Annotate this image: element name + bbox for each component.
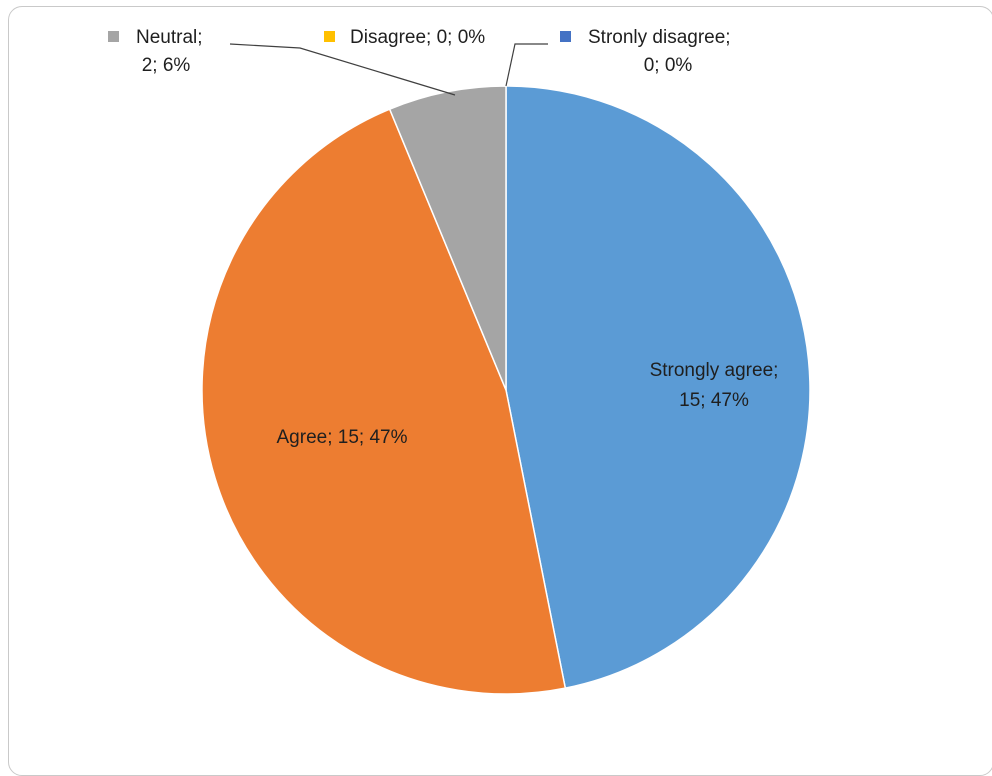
- zero-slices-leader-line: [505, 43, 548, 87]
- disagree-marker: [324, 31, 335, 42]
- label-agree: Agree; 15; 47%: [277, 427, 408, 448]
- label-neutral-line2: 2; 6%: [142, 55, 191, 76]
- label-strongly-agree-line1: Strongly agree;: [650, 360, 779, 381]
- neutral-marker: [108, 31, 119, 42]
- pie-slice-agree: [201, 108, 567, 695]
- label-strongly-agree-line2: 15; 47%: [679, 390, 749, 411]
- neutral-leader-line: [229, 43, 456, 96]
- stronly-disagree-marker: [560, 31, 571, 42]
- label-stronly-disagree-line2: 0; 0%: [644, 55, 693, 76]
- pie-slices: [201, 85, 811, 695]
- pie-slice-strongly-agree: [505, 85, 811, 690]
- label-neutral-line1: Neutral;: [136, 27, 203, 48]
- label-stronly-disagree-line1: Stronly disagree;: [588, 27, 731, 48]
- label-disagree: Disagree; 0; 0%: [350, 27, 485, 48]
